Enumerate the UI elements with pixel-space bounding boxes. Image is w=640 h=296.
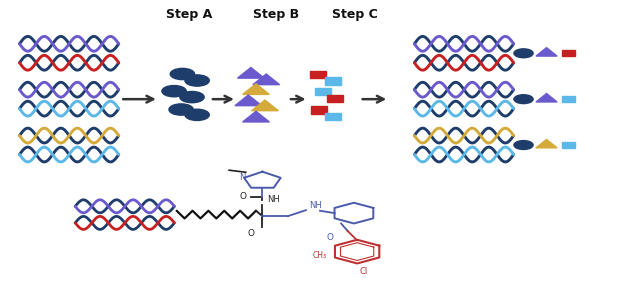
Bar [325,78,341,85]
Polygon shape [243,111,269,122]
Bar [562,96,575,102]
Circle shape [514,141,533,149]
Polygon shape [536,139,557,148]
Text: NH: NH [268,195,280,204]
Polygon shape [243,84,269,94]
Circle shape [170,68,195,80]
Text: CH₃: CH₃ [312,251,326,260]
Circle shape [185,109,209,120]
Polygon shape [253,74,280,85]
Circle shape [514,49,533,58]
Text: O: O [248,229,254,237]
Bar [328,95,344,102]
Polygon shape [536,94,557,102]
Text: NH: NH [309,201,322,210]
Bar [311,106,326,114]
Bar [562,142,575,148]
Bar [325,113,341,120]
Text: Step A: Step A [166,8,212,21]
Circle shape [185,75,209,86]
Circle shape [514,95,533,104]
Circle shape [162,86,186,97]
Polygon shape [237,67,264,78]
Text: N: N [239,173,245,182]
Text: O: O [239,192,246,201]
Polygon shape [536,48,557,56]
Text: Step B: Step B [253,8,300,21]
Bar [315,88,331,96]
Text: Step C: Step C [332,8,378,21]
Circle shape [180,91,204,103]
Text: O: O [326,233,333,242]
Bar [562,50,575,57]
Polygon shape [235,95,262,106]
Circle shape [169,104,193,115]
Bar [310,71,326,78]
Polygon shape [252,100,278,111]
Text: Cl: Cl [360,267,367,276]
